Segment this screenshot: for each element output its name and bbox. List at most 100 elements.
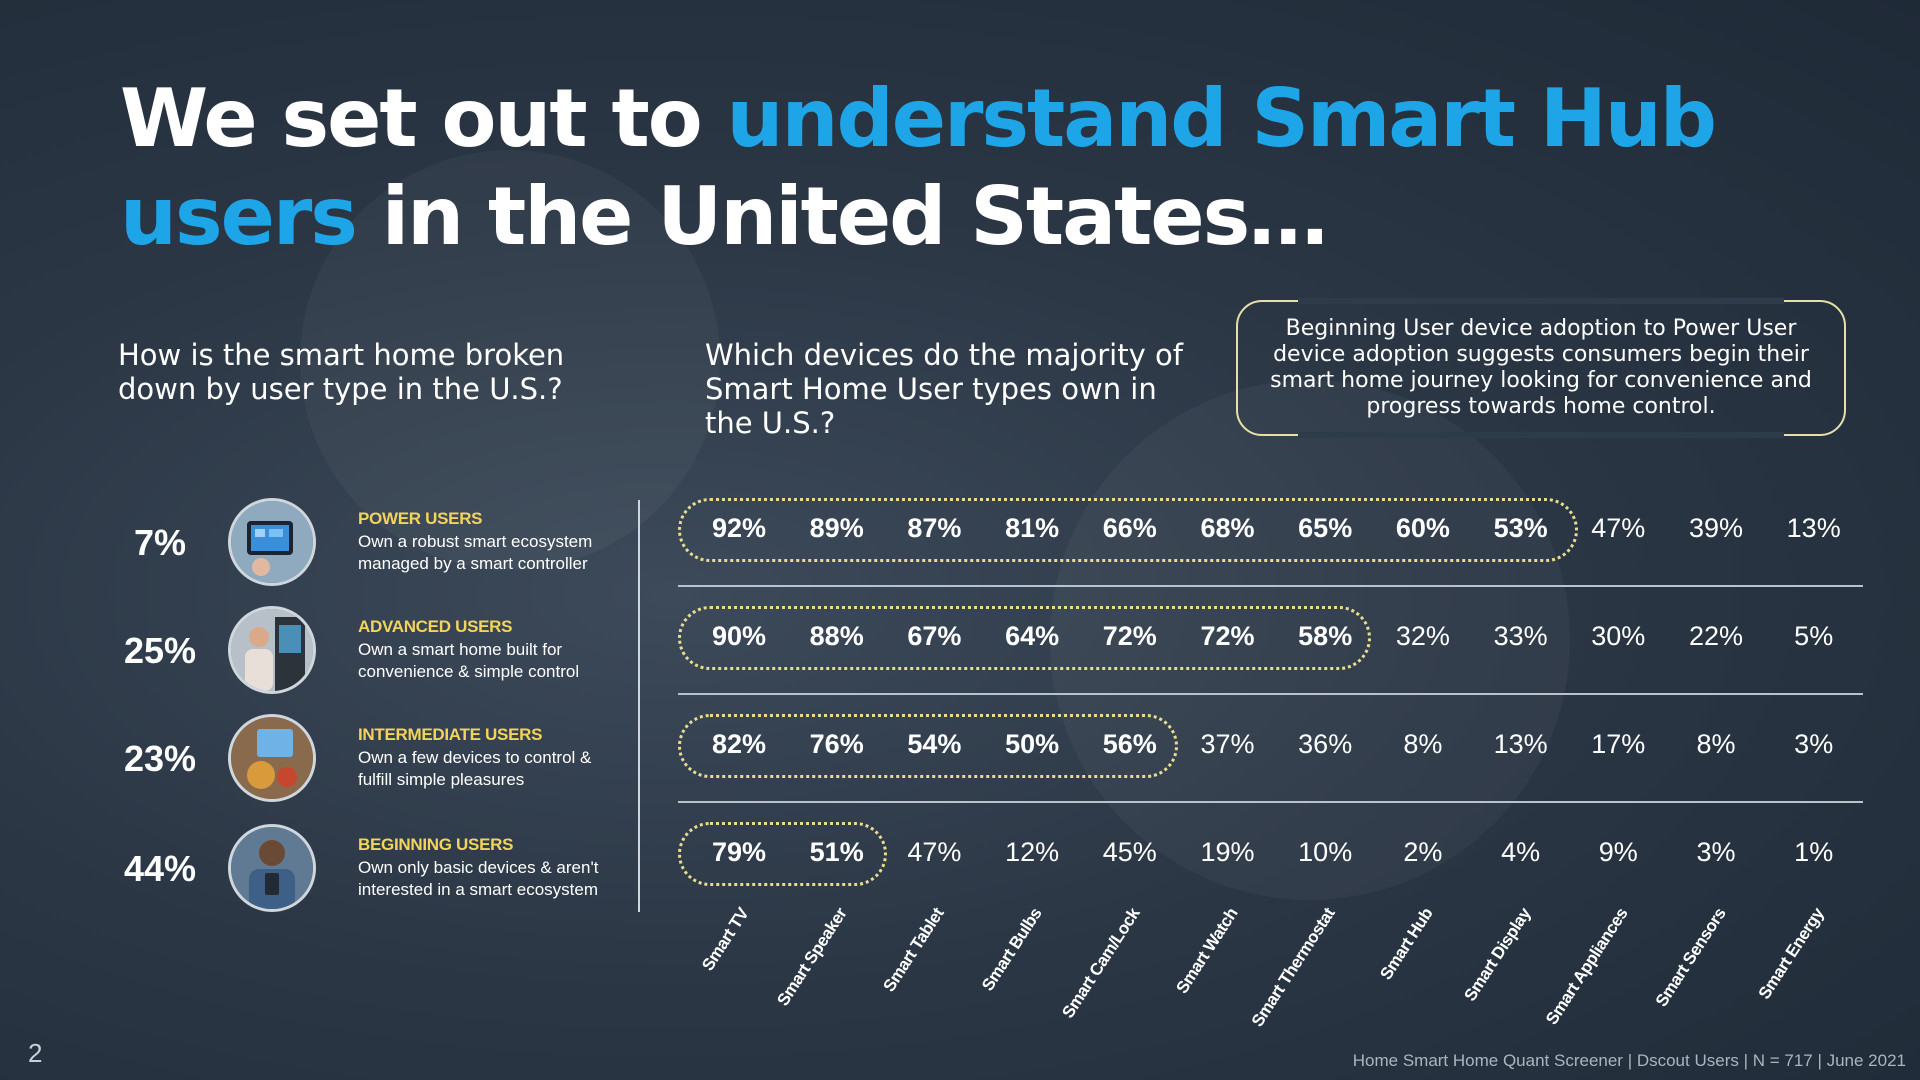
data-cell: 9% — [1598, 837, 1638, 867]
data-cell: 12% — [1005, 837, 1060, 867]
callout-text: Beginning User device adoption to Power … — [1270, 316, 1812, 419]
data-cell: 54% — [907, 729, 962, 759]
device-label: Smart Hub — [1376, 904, 1437, 984]
user-type-description: Own a robust smart ecosystem managed by … — [358, 532, 593, 573]
user-type-name: INTERMEDIATE USERS — [358, 725, 543, 744]
user-type-description: Own only basic devices & aren't interest… — [358, 858, 599, 899]
user-type-percent: 44% — [123, 848, 197, 889]
advanced-user-avatar — [228, 606, 316, 694]
data-cell: 39% — [1688, 513, 1744, 543]
data-cell: 88% — [809, 621, 864, 651]
data-cell: 4% — [1501, 837, 1541, 867]
title-part-2: in the United States… — [355, 170, 1328, 263]
power-user-avatar — [228, 498, 316, 586]
data-cell: 68% — [1200, 513, 1255, 543]
data-cell: 19% — [1200, 837, 1255, 867]
data-cell: 90% — [711, 621, 767, 651]
data-cell: 58% — [1298, 621, 1353, 651]
majority-highlight — [678, 606, 1371, 670]
data-cell: 10% — [1298, 837, 1353, 867]
background-shape — [300, 150, 720, 570]
majority-highlight — [678, 498, 1578, 562]
data-cell: 65% — [1298, 513, 1353, 543]
user-type-name: ADVANCED USERS — [358, 617, 513, 636]
data-cell: 45% — [1102, 837, 1157, 867]
data-cell: 87% — [907, 513, 962, 543]
data-cell: 76% — [809, 729, 864, 759]
data-cell: 1% — [1794, 837, 1834, 867]
data-cell: 8% — [1696, 729, 1736, 759]
title-highlight-2: users — [120, 170, 358, 263]
callout-gap-top — [1298, 298, 1784, 304]
title-part-1: We set out to — [120, 72, 727, 165]
source-footer: Home Smart Home Quant Screener | Dscout … — [1352, 1051, 1906, 1070]
data-cell: 13% — [1493, 729, 1548, 759]
majority-highlight — [678, 714, 1178, 778]
question-devices: Which devices do the majority of Smart H… — [705, 338, 1183, 440]
device-label: Smart Watch — [1171, 904, 1242, 997]
data-cell: 8% — [1403, 729, 1443, 759]
device-label: Smart Appliances — [1542, 904, 1632, 1029]
data-cell: 32% — [1395, 621, 1450, 651]
data-cell: 51% — [809, 837, 864, 867]
row-divider — [678, 801, 1863, 803]
data-cell: 72% — [1200, 621, 1255, 651]
beginning-user-avatar — [228, 824, 316, 912]
data-cell: 82% — [711, 729, 767, 759]
data-cell: 66% — [1102, 513, 1157, 543]
data-cell: 81% — [1005, 513, 1060, 543]
question-user-types: How is the smart home broken down by use… — [118, 338, 565, 406]
data-cell: 64% — [1005, 621, 1060, 651]
data-cell: 22% — [1688, 621, 1744, 651]
user-type-name: POWER USERS — [358, 509, 483, 528]
page-title: We set out to understand Smart Hub users… — [120, 70, 1717, 266]
tablet-controller-icon — [231, 501, 313, 583]
device-label: Smart Thermostat — [1247, 904, 1339, 1031]
person-with-fridge-icon — [231, 609, 313, 691]
data-cell: 79% — [711, 837, 767, 867]
data-cell: 17% — [1591, 729, 1646, 759]
device-label: Smart Cam/Lock — [1058, 904, 1144, 1022]
device-label: Smart TV — [698, 904, 753, 975]
user-type-percent: 25% — [123, 630, 197, 671]
row-divider — [678, 585, 1863, 587]
data-cell: 36% — [1298, 729, 1353, 759]
data-cell: 53% — [1493, 513, 1548, 543]
data-cell: 13% — [1786, 513, 1841, 543]
device-label: Smart Sensors — [1651, 904, 1730, 1011]
majority-highlight — [678, 822, 887, 886]
page-number: 2 — [28, 1038, 43, 1068]
data-cell: 2% — [1403, 837, 1443, 867]
data-cell: 30% — [1591, 621, 1646, 651]
data-cell: 50% — [1005, 729, 1060, 759]
user-type-percent: 23% — [123, 738, 197, 779]
user-type-description: Own a smart home built for convenience &… — [358, 640, 580, 681]
intermediate-user-avatar — [228, 714, 316, 802]
data-cell: 47% — [1591, 513, 1646, 543]
user-type-name: BEGINNING USERS — [358, 835, 514, 854]
data-cell: 37% — [1200, 729, 1255, 759]
callout-box: Beginning User device adoption to Power … — [1236, 298, 1846, 438]
data-cell: 72% — [1102, 621, 1157, 651]
person-with-phone-icon — [231, 827, 313, 909]
device-label: Smart Speaker — [772, 904, 851, 1010]
device-label: Smart Display — [1459, 904, 1535, 1005]
section-divider — [638, 500, 640, 912]
tablet-and-snacks-icon — [231, 717, 313, 799]
device-label: Smart Bulbs — [978, 904, 1046, 995]
user-type-description: Own a few devices to control & fulfill s… — [358, 748, 592, 789]
data-cell: 67% — [907, 621, 962, 651]
data-cell: 5% — [1794, 621, 1834, 651]
title-highlight-1: understand Smart Hub — [726, 72, 1717, 165]
data-cell: 3% — [1794, 729, 1834, 759]
data-cell: 33% — [1493, 621, 1548, 651]
callout-gap-bottom — [1298, 432, 1784, 438]
row-divider — [678, 693, 1863, 695]
data-cell: 3% — [1696, 837, 1736, 867]
data-cell: 60% — [1395, 513, 1450, 543]
data-cell: 56% — [1102, 729, 1157, 759]
device-label: Smart Energy — [1754, 904, 1828, 1003]
data-cell: 89% — [809, 513, 864, 543]
device-label: Smart Tablet — [879, 904, 948, 996]
data-cell: 92% — [711, 513, 767, 543]
